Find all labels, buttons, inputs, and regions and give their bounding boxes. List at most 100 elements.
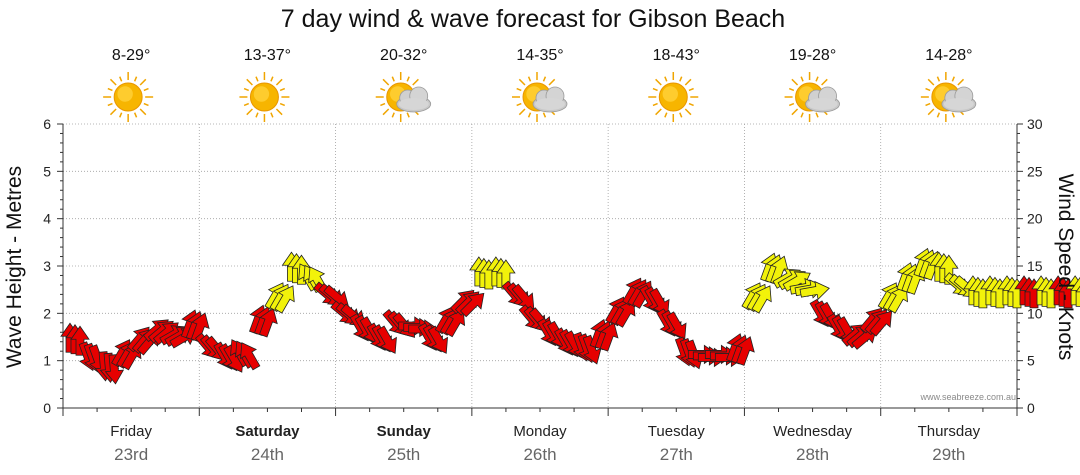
day-label: Monday <box>513 423 567 440</box>
cloud-fill <box>943 98 974 110</box>
sun-ray <box>107 87 113 92</box>
sun-ray <box>391 112 395 118</box>
sun-ray <box>951 112 955 118</box>
right-tick-label: 0 <box>1027 400 1035 416</box>
sun-ray <box>791 78 799 86</box>
wind-arrow <box>459 292 485 318</box>
sun-ray <box>548 78 556 86</box>
sun-ray <box>380 87 386 92</box>
left-axis-label: Wave Height - Metres <box>3 166 26 368</box>
plot-grid <box>63 123 1017 408</box>
day-labels: Friday 23rd Saturday 24th Sunday 25th Monday 26… <box>110 423 980 464</box>
sun-ray <box>382 78 390 86</box>
wind-arrow <box>736 336 755 366</box>
date-label: 27th <box>660 445 693 464</box>
right-tick-label: 20 <box>1027 211 1043 227</box>
left-tick-label: 5 <box>43 163 51 179</box>
sun-ray <box>925 102 931 107</box>
sun-ray <box>119 76 123 82</box>
sun-ray <box>243 102 250 107</box>
sun-ray <box>815 112 819 118</box>
sun-ray <box>652 102 658 107</box>
sun-ray <box>800 112 804 118</box>
axes: 0 1 2 3 4 5 6 0 5 10 15 20 25 30 <box>43 116 1043 416</box>
temp-range: 19-28° <box>789 47 836 64</box>
sun-rays <box>648 72 699 122</box>
sun-ray <box>655 78 662 86</box>
day-label: Tuesday <box>648 423 705 440</box>
sun-cloud-icon <box>784 72 840 122</box>
right-tick-label: 10 <box>1027 305 1043 321</box>
wind-arrow <box>376 325 397 354</box>
sun-ray <box>243 87 250 92</box>
wind-arrow <box>666 311 687 340</box>
sun-rays <box>103 72 154 122</box>
wind-arrow <box>259 307 278 338</box>
sun-ray <box>109 108 117 116</box>
cloud-fill <box>535 98 565 110</box>
sun-ray <box>382 108 390 116</box>
right-tick-label: 15 <box>1027 258 1043 274</box>
sun-ray <box>936 76 941 82</box>
wind-arrow <box>274 285 295 314</box>
sun-ray <box>925 87 931 92</box>
date-label: 29th <box>932 445 965 464</box>
sun-ray <box>936 112 941 118</box>
wind-arrow <box>444 308 466 338</box>
sun-ray <box>255 76 259 82</box>
sun-cloud-icon <box>920 72 977 122</box>
wind-arrow <box>1070 276 1080 307</box>
cloud-shape <box>941 86 977 113</box>
sun-highlight <box>662 86 678 102</box>
cloud-shape <box>396 86 432 113</box>
wind-arrow <box>869 310 893 337</box>
sun-ray <box>275 78 283 86</box>
sun-ray <box>270 76 274 82</box>
date-label: 26th <box>523 445 556 464</box>
sun-ray <box>139 78 147 86</box>
sun-highlight <box>117 86 133 102</box>
sun-ray <box>119 112 123 118</box>
sun-ray <box>821 78 828 86</box>
sun-ray <box>380 102 386 107</box>
sun-ray <box>518 78 526 86</box>
sun-cloud-icon <box>512 72 568 122</box>
sun-ray <box>412 78 419 86</box>
sun-ray <box>927 108 935 116</box>
left-tick-label: 2 <box>43 305 51 321</box>
cloud-shape <box>805 86 840 113</box>
sun-ray <box>275 108 283 116</box>
sun-cloud-icon <box>375 72 432 122</box>
right-tick-label: 25 <box>1027 163 1043 179</box>
sun-highlight <box>253 86 270 102</box>
sun-ray <box>791 108 799 116</box>
sun-ray <box>957 78 965 86</box>
sun-ray <box>516 102 522 107</box>
sun-ray <box>684 78 692 86</box>
sun-ray <box>652 87 658 92</box>
sun-ray <box>788 102 795 107</box>
sun-ray <box>143 102 149 107</box>
cloud-fill <box>398 98 429 110</box>
day-header-sunday: 20-32° <box>375 47 432 122</box>
credit-text: www.seabreeze.com.au <box>919 392 1016 402</box>
sun-ray <box>679 76 683 82</box>
sun-rays <box>784 72 835 122</box>
wind-arrow <box>615 299 636 328</box>
sun-ray <box>279 87 286 92</box>
temp-range: 8-29° <box>112 47 150 64</box>
sun-ray <box>688 87 694 92</box>
cloud-fill <box>807 98 838 110</box>
sun-ray <box>664 76 668 82</box>
wind-arrow <box>887 285 908 314</box>
wind-arrow <box>240 342 261 371</box>
date-label: 23rd <box>114 445 148 464</box>
sun-ray <box>109 78 117 86</box>
sun-ray <box>391 76 395 82</box>
sun-ray <box>255 112 259 118</box>
day-header-wednesday: 19-28° <box>784 47 840 122</box>
date-label: 28th <box>796 445 829 464</box>
temp-range: 18-43° <box>653 47 700 64</box>
sun-ray <box>107 102 113 107</box>
